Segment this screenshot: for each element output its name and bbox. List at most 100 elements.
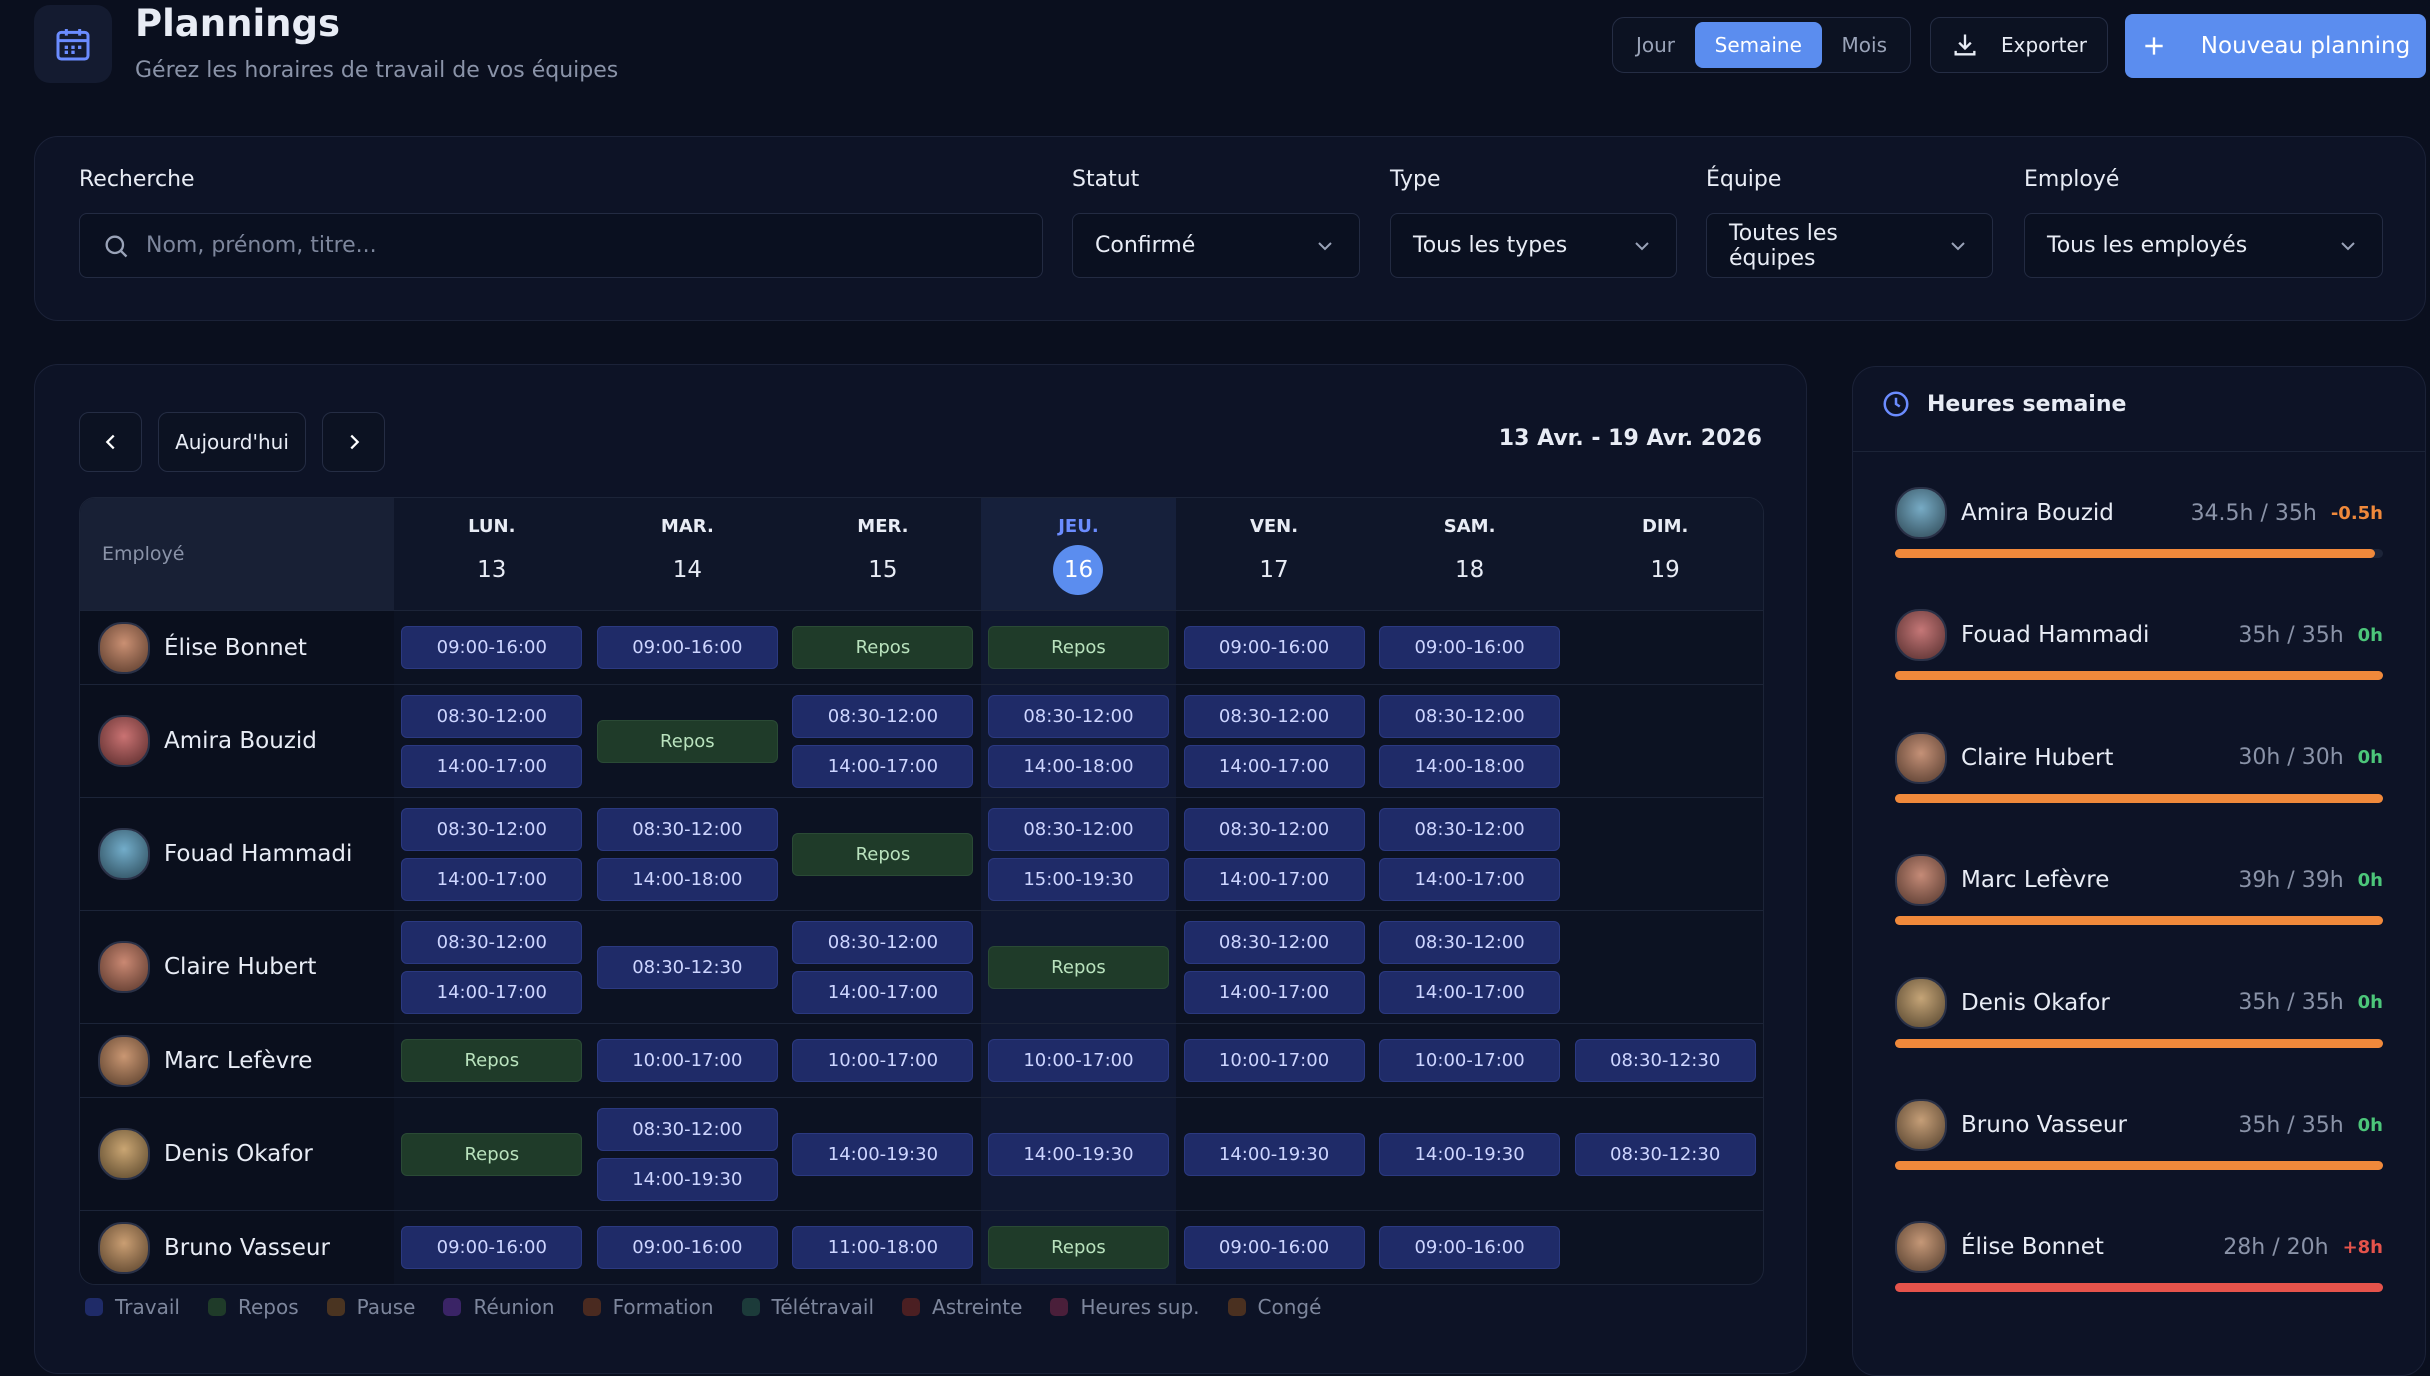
shift-block[interactable]: 14:00-19:30: [792, 1132, 974, 1176]
filter-input[interactable]: Confirmé: [1072, 213, 1360, 278]
shift-block[interactable]: 09:00-16:00: [1183, 1226, 1365, 1269]
shift-block[interactable]: 14:00-19:30: [1379, 1132, 1561, 1176]
filter-value: Toutes les équipes: [1729, 220, 1838, 271]
shift-block[interactable]: 09:00-16:00: [596, 626, 778, 669]
shift-block[interactable]: 08:30-12:00: [596, 807, 778, 851]
shift-block[interactable]: 10:00-17:00: [1183, 1039, 1365, 1082]
shift-block[interactable]: 10:00-17:00: [987, 1039, 1169, 1082]
shift-block[interactable]: 08:30-12:00: [401, 694, 583, 738]
shift-block[interactable]: 14:00-19:30: [987, 1132, 1169, 1176]
legend-label: Travail: [115, 1295, 180, 1319]
legend-swatch: [1050, 1298, 1069, 1316]
calendar-card: Aujourd'hui 13 Avr. - 19 Avr. 2026 Emplo…: [34, 364, 1807, 1374]
shift-block[interactable]: 08:30-12:30: [1574, 1039, 1756, 1082]
rest-block[interactable]: Repos: [987, 626, 1169, 669]
day-cell: 08:30-12:00 14:00-17:00: [1176, 685, 1372, 797]
shift-block[interactable]: 14:00-18:00: [596, 857, 778, 901]
next-button[interactable]: [322, 412, 385, 472]
day-name: JEU.: [1058, 516, 1099, 537]
shift-block[interactable]: 14:00-17:00: [1183, 744, 1365, 788]
hours-card: Heures semaine Amira Bouzid 34.5h / 35h -0…: [1852, 366, 2426, 1376]
shift-block[interactable]: 10:00-17:00: [596, 1039, 778, 1082]
shift-block[interactable]: 08:30-12:00: [1183, 920, 1365, 964]
hours-name: Amira Bouzid: [1961, 500, 2114, 526]
shift-block[interactable]: 14:00-17:00: [1183, 857, 1365, 901]
chevron-right: [349, 434, 359, 450]
shift-block[interactable]: 08:30-12:00: [987, 807, 1169, 851]
day-name: MAR.: [660, 516, 714, 537]
legend-label: Télétravail: [771, 1295, 875, 1319]
shift-block[interactable]: 08:30-12:00: [1183, 807, 1365, 851]
prev-button[interactable]: [79, 412, 142, 472]
shift-block[interactable]: 14:00-17:00: [1183, 970, 1365, 1014]
shift-block[interactable]: 08:30-12:00: [792, 920, 974, 964]
shift-block[interactable]: 08:30-12:00: [401, 807, 583, 851]
export-button[interactable]: Exporter: [1930, 17, 2108, 73]
shift-block[interactable]: 14:00-17:00: [792, 970, 974, 1014]
shift-block[interactable]: 14:00-18:00: [987, 744, 1169, 788]
shift-block[interactable]: 08:30-12:00: [1379, 807, 1561, 851]
schedule-row: Élise Bonnet 09:00-16:00 09:00-16:00 Repos R…: [80, 611, 1763, 685]
shift-block[interactable]: 08:30-12:30: [596, 945, 778, 989]
rest-block[interactable]: Repos: [596, 719, 778, 763]
filter-input[interactable]: Toutes les équipes: [1706, 213, 1993, 278]
shift-block[interactable]: 08:30-12:00: [401, 920, 583, 964]
shift-block[interactable]: 08:30-12:00: [1379, 920, 1561, 964]
view-option[interactable]: Semaine: [1694, 22, 1822, 68]
hours-name: Élise Bonnet: [1961, 1234, 2104, 1261]
shift-block[interactable]: 08:30-12:00: [1379, 694, 1561, 738]
rest-block[interactable]: Repos: [987, 945, 1169, 989]
shift-block[interactable]: 14:00-17:00: [1379, 970, 1561, 1014]
shift-block[interactable]: 09:00-16:00: [1183, 626, 1365, 669]
avatar: [98, 715, 150, 767]
rest-block[interactable]: Repos: [792, 626, 974, 669]
shift-block[interactable]: 14:00-17:00: [401, 744, 583, 788]
shift-block[interactable]: 15:00-19:30: [987, 857, 1169, 901]
chevron-down: [1630, 234, 1654, 258]
filter-label: Recherche: [79, 167, 195, 192]
day-date: 13: [477, 557, 507, 583]
shift-block[interactable]: 14:00-19:30: [596, 1157, 778, 1201]
rest-block[interactable]: Repos: [401, 1039, 583, 1082]
hours-bar: [1895, 1283, 2383, 1293]
shift-block[interactable]: 08:30-12:00: [792, 694, 974, 738]
shift-block[interactable]: 14:00-18:00: [1379, 744, 1561, 788]
avatar: [98, 1221, 150, 1274]
shift-block[interactable]: 14:00-19:30: [1183, 1132, 1365, 1176]
shift-block[interactable]: 11:00-18:00: [792, 1226, 974, 1269]
hours-value: 35h / 35h: [2238, 990, 2344, 1016]
view-option[interactable]: Mois: [1841, 33, 1887, 57]
shift-block[interactable]: 09:00-16:00: [401, 626, 583, 669]
shift-block[interactable]: 14:00-17:00: [401, 970, 583, 1014]
shift-block[interactable]: 10:00-17:00: [1379, 1039, 1561, 1082]
shift-block[interactable]: 08:30-12:30: [1574, 1132, 1756, 1176]
employee-name: Denis Okafor: [164, 1141, 313, 1167]
hours-value: 28h / 20h: [2223, 1234, 2329, 1260]
shift-block[interactable]: 10:00-17:00: [792, 1039, 974, 1082]
shift-block[interactable]: 08:30-12:00: [596, 1107, 778, 1151]
shift-block[interactable]: 14:00-17:00: [1379, 857, 1561, 901]
day-cell: [1567, 685, 1763, 797]
search-icon-svg: [105, 235, 128, 257]
new-planning-button[interactable]: Nouveau planning: [2125, 14, 2426, 78]
shift-block[interactable]: 09:00-16:00: [596, 1226, 778, 1269]
shift-block[interactable]: 09:00-16:00: [401, 1226, 583, 1269]
shift-block[interactable]: 09:00-16:00: [1379, 626, 1561, 669]
rest-block[interactable]: Repos: [401, 1132, 583, 1176]
shift-block[interactable]: 08:30-12:00: [1183, 694, 1365, 738]
filter-input[interactable]: Nom, prénom, titre...: [79, 213, 1043, 278]
filter-input[interactable]: Tous les types: [1390, 213, 1677, 278]
page: Plannings Gérez les horaires de travail …: [34, 2, 2426, 1376]
today-button[interactable]: Aujourd'hui: [158, 412, 306, 472]
day-cell: 10:00-17:00: [785, 1024, 981, 1097]
rest-block[interactable]: Repos: [987, 1226, 1169, 1269]
day-cell: 10:00-17:00: [590, 1024, 786, 1097]
view-option[interactable]: Jour: [1636, 33, 1676, 57]
filter-input[interactable]: Tous les employés: [2024, 213, 2383, 278]
day-date: 16: [1053, 545, 1104, 595]
shift-block[interactable]: 09:00-16:00: [1379, 1226, 1561, 1269]
rest-block[interactable]: Repos: [792, 832, 974, 876]
shift-block[interactable]: 14:00-17:00: [401, 857, 583, 901]
shift-block[interactable]: 08:30-12:00: [987, 694, 1169, 738]
shift-block[interactable]: 14:00-17:00: [792, 744, 974, 788]
